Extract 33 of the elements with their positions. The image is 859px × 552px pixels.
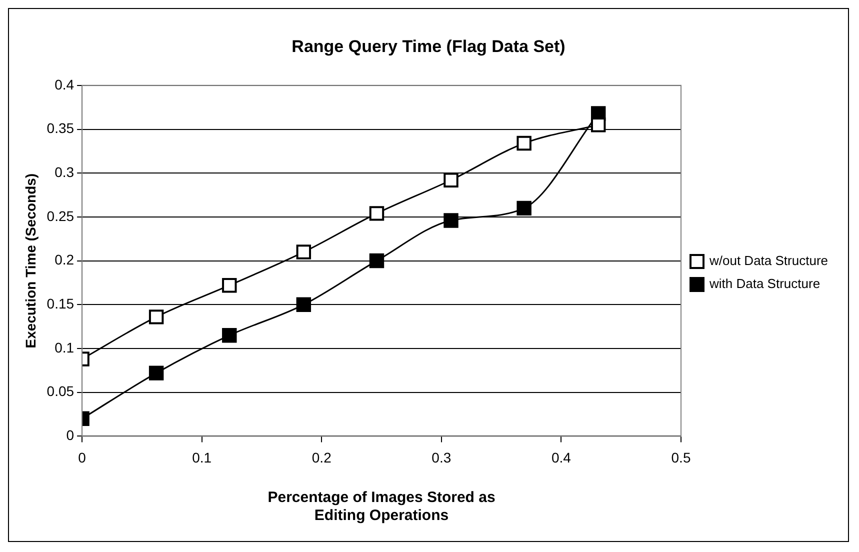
y-tick-label: 0.3 [54,164,74,180]
x-tick-label: 0 [78,449,86,466]
point [148,310,164,324]
point [148,366,164,380]
point [222,278,237,293]
y-axis-title: Execution Time (Seconds) [22,173,38,348]
point [296,244,312,260]
x-tick-label: 0.1 [192,449,212,466]
x-tick-label: 0.5 [671,449,691,466]
point [369,253,384,268]
point [590,118,606,132]
y-tick-label: 0.2 [54,252,74,268]
chart-title: Range Query Time (Flag Data Set) [292,36,566,56]
point [516,136,532,151]
legend-label: with Data Structure [708,276,820,292]
point [516,200,532,216]
y-tick-label: 0.4 [54,76,74,92]
x-axis-title: Percentage of Images Stored as Editing Operations [268,489,496,524]
x-tick-label: 0.3 [432,449,452,466]
point [296,297,312,312]
point [369,206,384,221]
y-tick-label: 0.1 [54,339,74,356]
point [444,172,458,188]
x-tick-label: 0.2 [312,449,332,466]
y-tick-label: 0.35 [46,120,74,136]
point [444,213,458,228]
point [222,328,237,343]
y-tick-label: 0.05 [46,383,74,400]
y-tick-label: 0 [66,427,74,444]
y-tick-label: 0.15 [46,296,74,312]
x-tick-label: 0.4 [551,449,572,466]
y-tick-label: 0.25 [46,208,74,224]
legend-label: w/out Data Structure [708,253,828,268]
